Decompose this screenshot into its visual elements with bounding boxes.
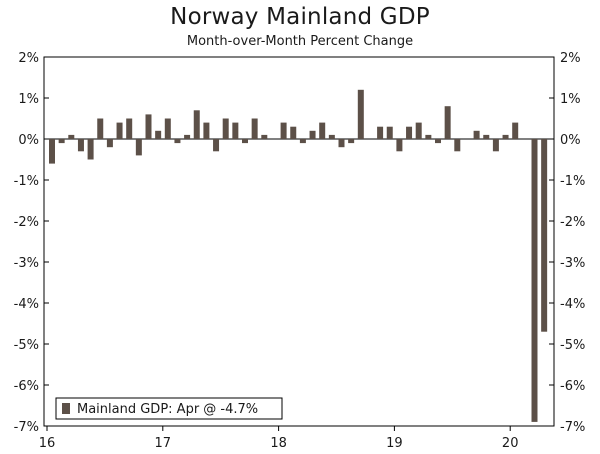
bar-sep-2018 (357, 89, 364, 139)
y-tick-label-right: -1% (560, 174, 585, 189)
y-tick-label-left: -1% (14, 174, 39, 189)
plot-frame (43, 56, 555, 427)
bar-feb-2018 (290, 126, 297, 139)
bar-apr-2016 (77, 139, 84, 152)
bar-jan-2019 (396, 139, 403, 152)
legend: Mainland GDP: Apr @ -4.7% (55, 397, 283, 420)
bars-group (49, 89, 548, 422)
bar-jun-2019 (444, 106, 451, 139)
y-tick-label-left: -2% (14, 215, 39, 230)
y-tick-label-right: 1% (560, 92, 581, 107)
y-tick-label-right: -5% (560, 338, 585, 353)
bar-nov-2016 (145, 114, 152, 139)
bar-jul-2017 (222, 118, 229, 139)
bar-jun-2018 (328, 134, 335, 139)
y-tick-label-right: 2% (560, 51, 581, 66)
y-tick-label-right: -7% (560, 420, 585, 435)
y-tick-label-right: 0% (560, 133, 581, 148)
y-tick-label-left: -5% (14, 338, 39, 353)
bar-oct-2019 (483, 134, 490, 139)
bar-may-2018 (319, 122, 326, 139)
bar-aug-2018 (348, 139, 355, 144)
bar-apr-2020 (541, 139, 548, 332)
legend-swatch (62, 403, 70, 414)
bar-jan-2017 (164, 118, 171, 139)
bar-mar-2016 (68, 134, 75, 139)
bar-jul-2019 (454, 139, 461, 152)
bar-may-2017 (203, 122, 210, 139)
bar-apr-2017 (193, 110, 200, 139)
bar-sep-2017 (242, 139, 248, 144)
bar-jan-2018 (280, 122, 287, 139)
bar-feb-2016 (58, 139, 65, 144)
bar-mar-2020 (531, 139, 538, 422)
bar-mar-2017 (184, 134, 191, 139)
bar-oct-2016 (135, 139, 142, 156)
bar-mar-2018 (299, 139, 306, 144)
chart-title: Norway Mainland GDP (170, 4, 430, 30)
bar-nov-2017 (261, 134, 268, 139)
bar-jul-2016 (106, 139, 113, 148)
y-tick-label-left: -4% (14, 297, 39, 312)
bar-aug-2016 (116, 122, 123, 139)
bar-may-2019 (435, 139, 441, 144)
y-tick-label-right: -4% (560, 297, 585, 312)
bar-jan-2020 (512, 122, 519, 139)
chart-subtitle: Month-over-Month Percent Change (186, 34, 414, 49)
y-tick-label-right: -2% (560, 215, 585, 230)
bar-aug-2017 (232, 122, 239, 139)
bar-sep-2016 (126, 118, 133, 139)
bar-apr-2019 (425, 134, 432, 139)
bar-feb-2019 (406, 126, 413, 139)
y-tick-label-left: -3% (14, 256, 39, 271)
bar-sep-2019 (473, 130, 480, 139)
bar-dec-2018 (386, 126, 393, 139)
x-tick-label: 19 (386, 436, 403, 451)
y-tick-label-left: 0% (18, 133, 39, 148)
bar-mar-2019 (415, 122, 422, 139)
x-axis: 16 17 18 19 20 (39, 426, 519, 451)
bar-feb-2017 (174, 139, 181, 144)
y-tick-label-left: -7% (14, 420, 39, 435)
y-tick-label-left: 1% (18, 92, 39, 107)
bar-jul-2018 (338, 139, 345, 148)
legend-label: Mainland GDP: Apr @ -4.7% (77, 402, 258, 417)
bar-nov-2019 (492, 139, 499, 152)
bar-jun-2016 (97, 118, 104, 139)
x-tick-label: 18 (270, 436, 287, 451)
bar-apr-2018 (309, 130, 316, 139)
bar-may-2016 (87, 139, 94, 160)
x-tick-label: 20 (502, 436, 519, 451)
bar-jan-2016 (49, 139, 55, 164)
y-tick-label-left: -6% (14, 379, 39, 394)
bar-nov-2018 (377, 126, 384, 139)
y-tick-label-right: -6% (560, 379, 585, 394)
x-tick-label: 17 (155, 436, 172, 451)
y-axis-right: 2% 1% 0% -1% -2% -3% -4% -5% -6% -7% (549, 51, 585, 435)
bar-dec-2016 (155, 130, 162, 139)
legend-box (55, 397, 283, 420)
bar-dec-2019 (502, 134, 509, 139)
bar-oct-2017 (251, 118, 258, 139)
y-tick-label-right: -3% (560, 256, 585, 271)
y-tick-label-left: 2% (18, 51, 39, 66)
bar-jun-2017 (213, 139, 220, 152)
y-axis-left: 2% 1% 0% -1% -2% -3% -4% -5% -6% -7% (14, 51, 49, 435)
x-tick-label: 16 (39, 436, 56, 451)
